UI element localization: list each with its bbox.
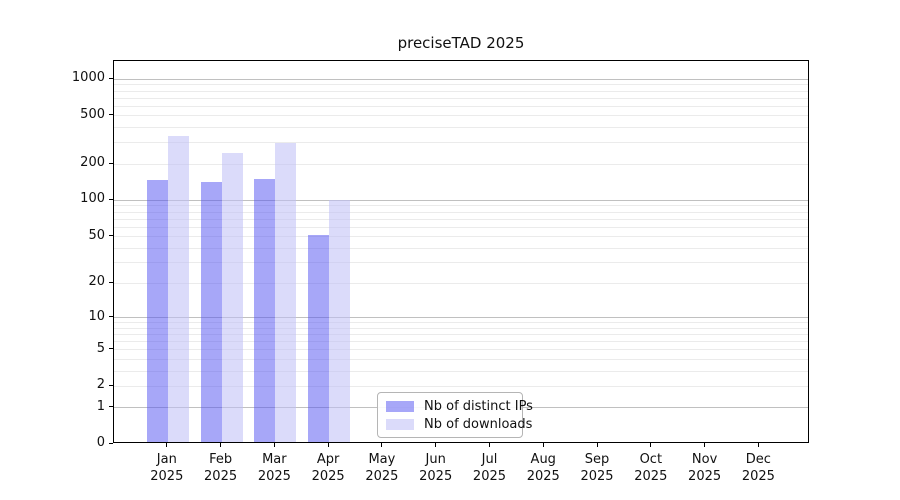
gridline-minor-900 [114, 84, 808, 86]
y-tick-mark-20 [109, 281, 113, 283]
y-tick-label-200: 200 [80, 155, 105, 171]
legend-label-downloads: Nb of downloads [424, 416, 533, 432]
x-tick-label-apr-2025: Apr 2025 [311, 452, 345, 484]
gridline-minor-700 [114, 97, 808, 99]
y-tick-mark-1 [109, 406, 113, 408]
gridline-major-10 [114, 317, 808, 319]
legend-swatch-downloads [386, 418, 414, 430]
y-tick-label-1000: 1000 [71, 70, 105, 86]
gridline-major-100 [114, 199, 808, 201]
y-tick-mark-0 [109, 442, 113, 444]
y-tick-mark-10 [109, 316, 113, 318]
gridline-minor-50 [114, 236, 808, 238]
bar-nb-of-distinct-ips-mar-2025 [254, 179, 276, 443]
gridline-minor-8 [114, 327, 808, 329]
gridline-minor-30 [114, 262, 808, 264]
x-tick-label-feb-2025: Feb 2025 [204, 452, 238, 484]
gridline-minor-80 [114, 211, 808, 213]
y-tick-label-100: 100 [80, 191, 105, 207]
gridline-major-1000 [114, 78, 808, 80]
x-tick-mark-may-2025 [381, 443, 383, 448]
x-tick-mark-feb-2025 [220, 443, 222, 448]
gridline-minor-2 [114, 385, 808, 387]
x-tick-label-mar-2025: Mar 2025 [257, 452, 291, 484]
y-tick-mark-2 [109, 384, 113, 386]
x-tick-mark-dec-2025 [757, 443, 759, 448]
x-tick-mark-nov-2025 [704, 443, 706, 448]
bar-nb-of-downloads-jan-2025 [167, 135, 189, 443]
gridline-minor-60 [114, 226, 808, 228]
bar-nb-of-distinct-ips-feb-2025 [200, 182, 222, 443]
gridline-minor-6 [114, 340, 808, 342]
gridline-minor-300 [114, 142, 808, 144]
bar-nb-of-downloads-feb-2025 [221, 153, 243, 443]
x-tick-label-jun-2025: Jun 2025 [419, 452, 453, 484]
x-tick-mark-jun-2025 [435, 443, 437, 448]
gridline-minor-3 [114, 370, 808, 372]
gridline-minor-9 [114, 322, 808, 324]
x-tick-mark-apr-2025 [327, 443, 329, 448]
x-tick-mark-sep-2025 [596, 443, 598, 448]
gridline-minor-800 [114, 90, 808, 92]
x-tick-label-sep-2025: Sep 2025 [580, 452, 614, 484]
y-tick-mark-200 [109, 162, 113, 164]
gridline-minor-90 [114, 205, 808, 207]
x-tick-label-oct-2025: Oct 2025 [634, 452, 668, 484]
y-tick-mark-50 [109, 235, 113, 237]
legend-swatch-distinct-ips [386, 400, 414, 412]
gridline-minor-70 [114, 218, 808, 220]
gridline-minor-400 [114, 127, 808, 129]
bar-nb-of-downloads-mar-2025 [275, 142, 297, 443]
gridline-minor-20 [114, 282, 808, 284]
y-tick-label-1: 1 [96, 398, 105, 414]
y-tick-mark-500 [109, 114, 113, 116]
bar-nb-of-distinct-ips-jan-2025 [146, 179, 168, 443]
x-tick-label-dec-2025: Dec 2025 [741, 452, 775, 484]
y-tick-label-50: 50 [88, 227, 105, 243]
gridline-minor-500 [114, 115, 808, 117]
legend-item-distinct-ips: Nb of distinct IPs [386, 397, 533, 415]
x-tick-mark-oct-2025 [650, 443, 652, 448]
gridline-minor-4 [114, 358, 808, 360]
x-tick-mark-mar-2025 [273, 443, 275, 448]
y-tick-label-10: 10 [88, 308, 105, 324]
bar-nb-of-distinct-ips-apr-2025 [308, 234, 330, 443]
y-tick-label-0: 0 [96, 435, 105, 451]
y-tick-mark-100 [109, 198, 113, 200]
plot-area [113, 59, 809, 444]
legend-label-distinct-ips: Nb of distinct IPs [424, 398, 533, 414]
x-tick-label-jul-2025: Jul 2025 [472, 452, 507, 484]
gridline-minor-40 [114, 247, 808, 249]
chart-title: preciseTAD 2025 [397, 34, 525, 52]
bar-nb-of-downloads-apr-2025 [329, 199, 351, 443]
y-tick-label-20: 20 [88, 274, 105, 290]
x-tick-label-nov-2025: Nov 2025 [688, 452, 722, 484]
y-tick-mark-5 [109, 348, 113, 350]
gridline-minor-200 [114, 163, 808, 165]
y-tick-label-2: 2 [96, 377, 105, 393]
x-tick-label-jan-2025: Jan 2025 [150, 452, 184, 484]
x-tick-mark-aug-2025 [542, 443, 544, 448]
legend: Nb of distinct IPs Nb of downloads [377, 392, 533, 438]
gridline-minor-600 [114, 105, 808, 107]
y-tick-label-5: 5 [96, 340, 105, 356]
y-tick-label-500: 500 [80, 106, 105, 122]
x-tick-mark-jul-2025 [488, 443, 490, 448]
y-tick-mark-1000 [109, 77, 113, 79]
gridline-minor-5 [114, 349, 808, 351]
x-tick-label-aug-2025: Aug 2025 [526, 452, 560, 484]
x-tick-mark-jan-2025 [166, 443, 168, 448]
legend-item-downloads: Nb of downloads [386, 415, 532, 433]
x-tick-label-may-2025: May 2025 [365, 452, 399, 484]
gridline-minor-7 [114, 333, 808, 335]
